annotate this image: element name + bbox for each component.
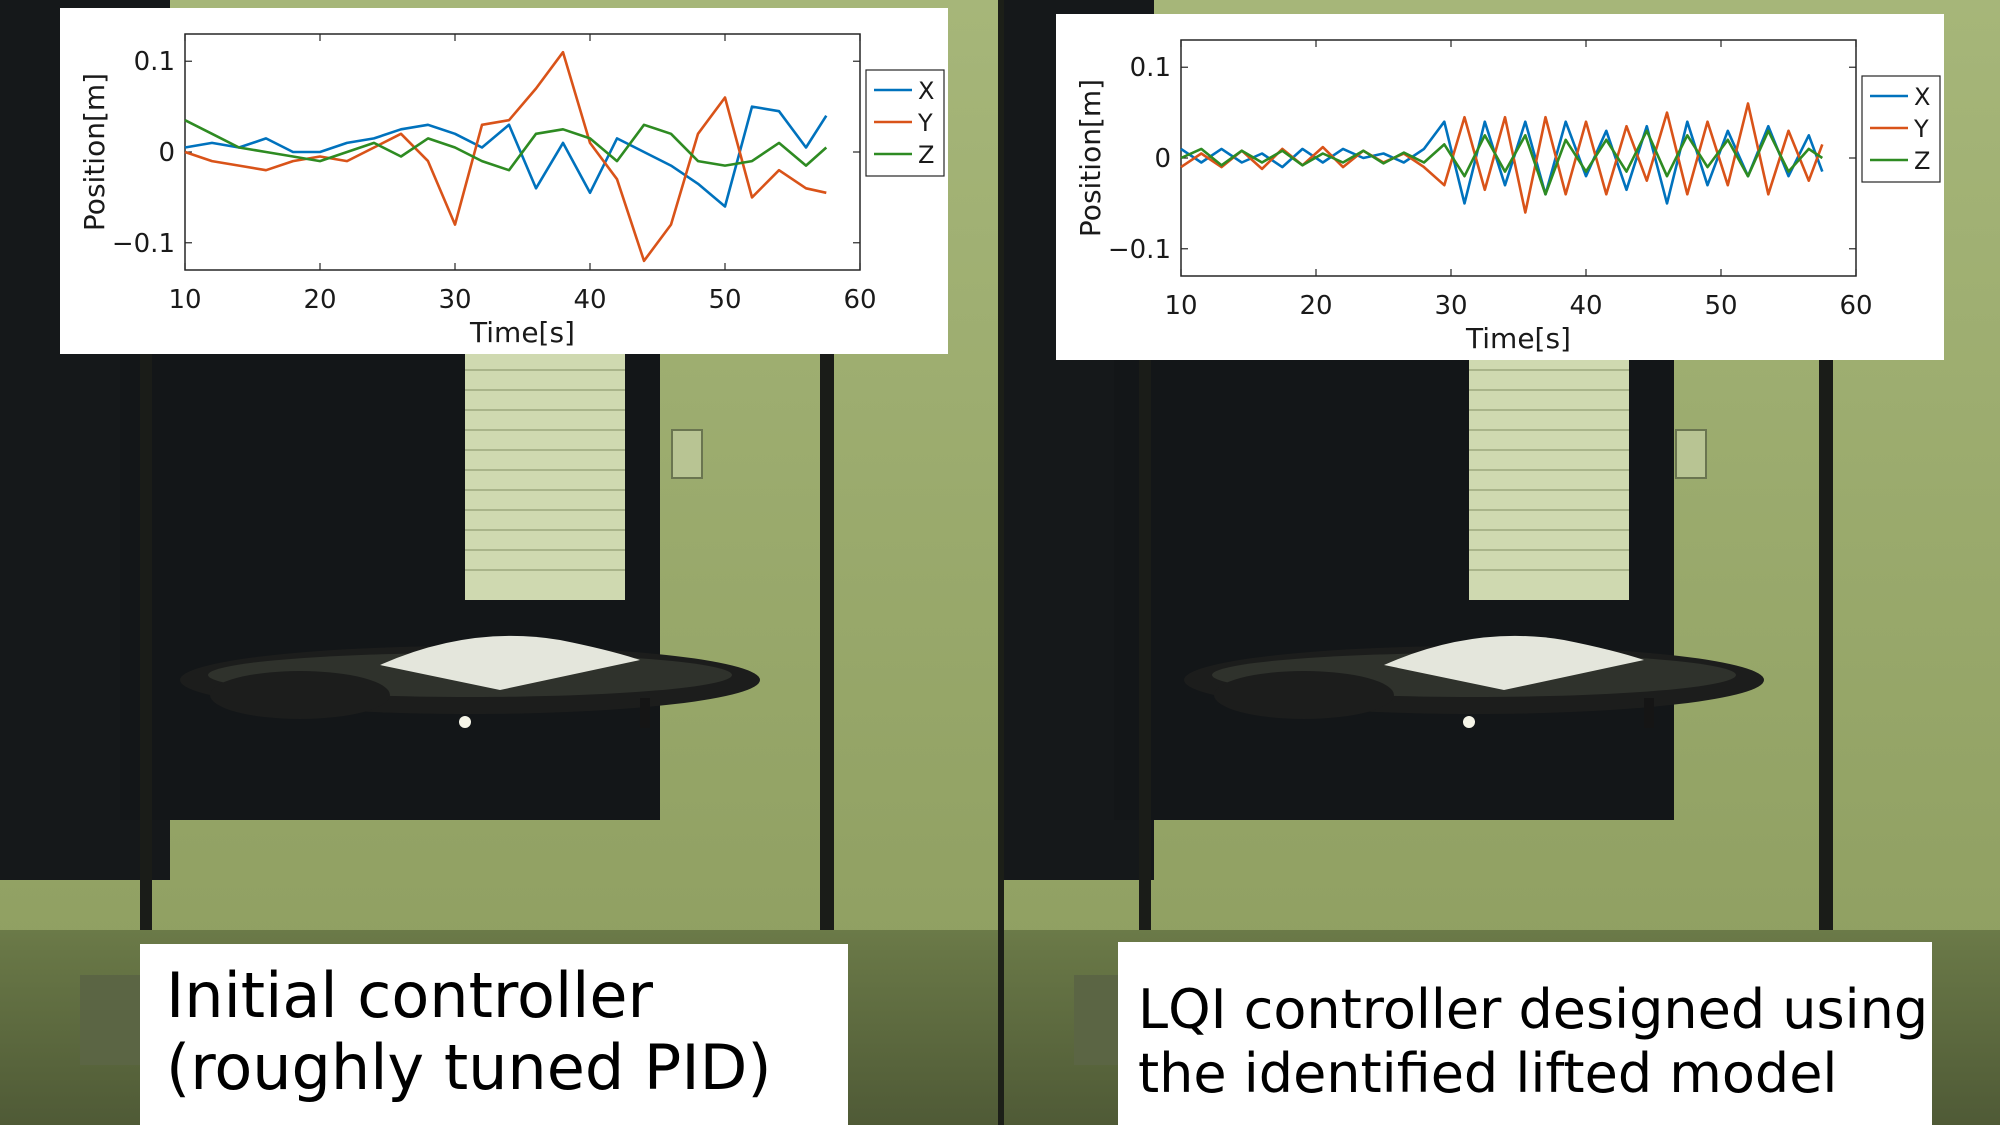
x-tick-label: 50 — [708, 285, 741, 315]
y-tick-label: 0.1 — [134, 47, 175, 77]
left-chart: 10 20 30 40 50 60 −0.1 0 0.1 Time[s] Position[m] X Y… — [60, 8, 948, 354]
y-tick-label: 0 — [1154, 144, 1171, 174]
x-tick-label: 40 — [573, 285, 606, 315]
drone — [180, 635, 760, 728]
right-chart-plot: 10 20 30 40 50 60 −0.1 0 0.1 Time[s] Position[m] XY… — [1074, 39, 1941, 355]
x-tick-label: 50 — [1704, 291, 1737, 321]
right-caption-line-2: the identified lifted model — [1138, 1042, 1838, 1105]
y-axis-label: Position[m] — [1074, 79, 1107, 237]
legend-label-x: X — [918, 77, 934, 105]
x-axis-label: Time[s] — [1465, 322, 1571, 355]
x-tick-label: 30 — [1434, 291, 1467, 321]
x-tick-label: 10 — [168, 285, 201, 315]
left-caption-line-1: Initial controller — [166, 959, 654, 1032]
series-line-y — [184, 50, 827, 263]
x-tick-label: 20 — [303, 285, 336, 315]
right-caption-line-1: LQI controller designed using — [1138, 978, 1929, 1041]
panel-divider — [998, 0, 1004, 1125]
x-tick-label: 60 — [843, 285, 876, 315]
y-tick-label: 0.1 — [1130, 53, 1171, 83]
x-axis-label: Time[s] — [469, 316, 575, 349]
window-blind — [465, 330, 625, 600]
legend-label-z: Z — [1914, 147, 1930, 175]
legend-label-y: Y — [917, 109, 933, 137]
light-switch — [671, 429, 703, 479]
legend-label-y: Y — [1913, 115, 1929, 143]
left-caption: Initial controller (roughly tuned PID) — [140, 944, 848, 1125]
series-line-z — [1180, 129, 1824, 196]
x-tick-label: 60 — [1839, 291, 1872, 321]
legend-label-x: X — [1914, 83, 1930, 111]
series-line-z — [184, 119, 828, 172]
series-line-x — [184, 105, 828, 208]
legend-label-z: Z — [918, 141, 934, 169]
x-tick-label: 10 — [1164, 291, 1197, 321]
y-tick-label: 0 — [158, 138, 175, 168]
right-caption: LQI controller designed using the identi… — [1118, 942, 1932, 1125]
y-tick-label: −0.1 — [112, 229, 175, 259]
x-tick-label: 20 — [1299, 291, 1332, 321]
y-axis-label: Position[m] — [78, 73, 111, 231]
left-caption-line-2: (roughly tuned PID) — [166, 1031, 772, 1104]
x-tick-label: 40 — [1569, 291, 1602, 321]
left-chart-plot: 10 20 30 40 50 60 −0.1 0 0.1 Time[s] Position[m] XY… — [78, 33, 945, 349]
right-chart: 10 20 30 40 50 60 −0.1 0 0.1 Time[s] Position[m] X Y… — [1056, 14, 1944, 360]
y-tick-label: −0.1 — [1108, 235, 1171, 265]
x-tick-label: 30 — [438, 285, 471, 315]
